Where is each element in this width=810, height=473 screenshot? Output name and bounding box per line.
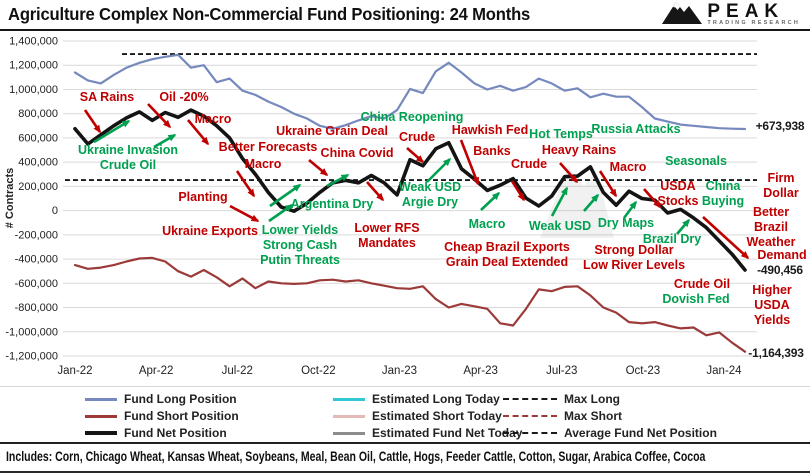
legend-column: Fund Long Position Fund Short Position Fun… xyxy=(85,392,239,440)
legend-swatch xyxy=(85,397,117,401)
bearish-arrow-icon xyxy=(366,181,384,202)
logo-brand: PEAK xyxy=(707,0,785,22)
legend-swatch xyxy=(503,415,557,417)
legend-label: Estimated Long Today xyxy=(372,392,500,406)
bearish-arrow-icon xyxy=(83,109,102,134)
legend-swatch xyxy=(333,397,365,401)
legend-label: Estimated Short Today xyxy=(372,409,502,423)
x-tick-label: Jan-24 xyxy=(706,365,742,377)
y-tick-label: -400,000 xyxy=(15,254,58,266)
x-tick-label: Apr-22 xyxy=(139,365,174,377)
legend-swatch xyxy=(333,431,365,435)
y-tick-label: -800,000 xyxy=(15,302,58,314)
bearish-arrow-icon xyxy=(598,170,618,198)
mountain-icon xyxy=(661,0,703,30)
legend-column: Max Long Max Short Average Fund Net Positi… xyxy=(503,392,717,440)
y-tick-label: -1,000,000 xyxy=(5,326,58,338)
bullish-arrow-icon xyxy=(153,133,177,149)
x-tick-label: Apr-23 xyxy=(463,365,498,377)
legend-item: Max Short xyxy=(503,409,717,423)
logo-text: PEAK TRADING RESEARCH xyxy=(707,0,800,27)
x-tick-label: Jul-22 xyxy=(222,365,253,377)
bearish-arrow-icon xyxy=(229,204,260,223)
legend-item: Average Fund Net Position xyxy=(503,426,717,440)
legend-swatch xyxy=(333,414,365,418)
legend-item: Fund Net Position xyxy=(85,426,239,440)
bearish-arrow-icon xyxy=(702,216,750,260)
bearish-arrow-icon xyxy=(643,188,661,209)
watermark-mountain-icon xyxy=(540,166,614,238)
y-tick-label: -1,200,000 xyxy=(5,351,58,363)
y-tick-label: -600,000 xyxy=(15,278,58,290)
legend-swatch xyxy=(503,398,557,400)
legend-item: Fund Short Position xyxy=(85,409,239,423)
y-tick-label: 200,000 xyxy=(18,181,58,193)
legend-label: Fund Short Position xyxy=(124,409,239,423)
bearish-arrow-icon xyxy=(406,147,425,163)
x-tick-label: Jan-23 xyxy=(382,365,417,377)
series-fund-short-position xyxy=(73,256,747,353)
x-tick-label: Oct-23 xyxy=(626,365,661,377)
page-title: Agriculture Complex Non-Commercial Fund … xyxy=(8,4,531,24)
legend-item: Estimated Long Today xyxy=(333,392,522,406)
y-tick-label: -200,000 xyxy=(15,229,58,241)
y-axis-label: # Contracts xyxy=(4,168,16,229)
bullish-arrow-icon xyxy=(93,119,131,144)
x-tick-label: Oct-22 xyxy=(301,365,336,377)
legend-label: Average Fund Net Position xyxy=(564,426,717,440)
legend-label: Max Short xyxy=(564,409,623,423)
bullish-arrow-icon xyxy=(550,186,569,217)
legend-item: Estimated Short Today xyxy=(333,409,522,423)
y-tick-label: 0 xyxy=(52,205,58,217)
x-tick-label: Jul-23 xyxy=(546,365,577,377)
y-tick-label: 1,400,000 xyxy=(9,36,58,48)
bullish-arrow-icon xyxy=(269,183,302,208)
bullish-arrow-icon xyxy=(583,193,599,212)
legend-swatch xyxy=(85,431,117,435)
chart-legend: Fund Long Position Fund Short Position Fun… xyxy=(0,386,810,444)
bullish-arrow-icon xyxy=(426,157,452,183)
bullish-arrow-icon xyxy=(326,173,350,188)
legend-item: Max Long xyxy=(503,392,717,406)
bullish-arrow-icon xyxy=(268,203,294,223)
series-fund-long-position xyxy=(73,53,747,131)
legend-label: Fund Long Position xyxy=(124,392,237,406)
legend-column: Estimated Long Today Estimated Short Toda… xyxy=(333,392,522,440)
x-tick-label: Jan-22 xyxy=(57,365,92,377)
legend-swatch xyxy=(85,414,117,418)
logo-subtitle: TRADING RESEARCH xyxy=(707,19,800,26)
bearish-arrow-icon xyxy=(187,119,209,146)
legend-swatch xyxy=(503,432,557,434)
y-tick-label: 400,000 xyxy=(18,157,58,169)
bullish-arrow-icon xyxy=(480,191,501,211)
bullish-arrow-icon xyxy=(676,218,690,235)
y-tick-label: 1,200,000 xyxy=(9,60,58,72)
peak-logo: PEAK TRADING RESEARCH xyxy=(661,0,800,30)
bullish-arrow-icon xyxy=(622,200,638,219)
legend-label: Fund Net Position xyxy=(124,426,227,440)
bearish-arrow-icon xyxy=(559,162,579,184)
header: Agriculture Complex Non-Commercial Fund … xyxy=(0,0,810,31)
bearish-arrow-icon xyxy=(510,180,526,202)
footer-note: Includes: Corn, Chicago Wheat, Kansas Wh… xyxy=(6,449,705,464)
bearish-arrow-icon xyxy=(147,103,172,129)
y-tick-label: 1,000,000 xyxy=(9,84,58,96)
bearish-arrow-icon xyxy=(459,139,480,186)
series-fund-net-position xyxy=(73,108,747,272)
y-tick-label: 600,000 xyxy=(18,132,58,144)
legend-label: Max Long xyxy=(564,392,620,406)
bearish-arrow-icon xyxy=(308,159,329,176)
y-tick-label: 800,000 xyxy=(18,108,58,120)
legend-item: Fund Long Position xyxy=(85,392,239,406)
bearish-arrow-icon xyxy=(235,170,256,198)
includes-text: Includes: Corn, Chicago Wheat, Kansas Wh… xyxy=(6,449,706,464)
legend-item: Estimated Fund Net Today xyxy=(333,426,522,440)
legend-label: Estimated Fund Net Today xyxy=(372,426,523,440)
